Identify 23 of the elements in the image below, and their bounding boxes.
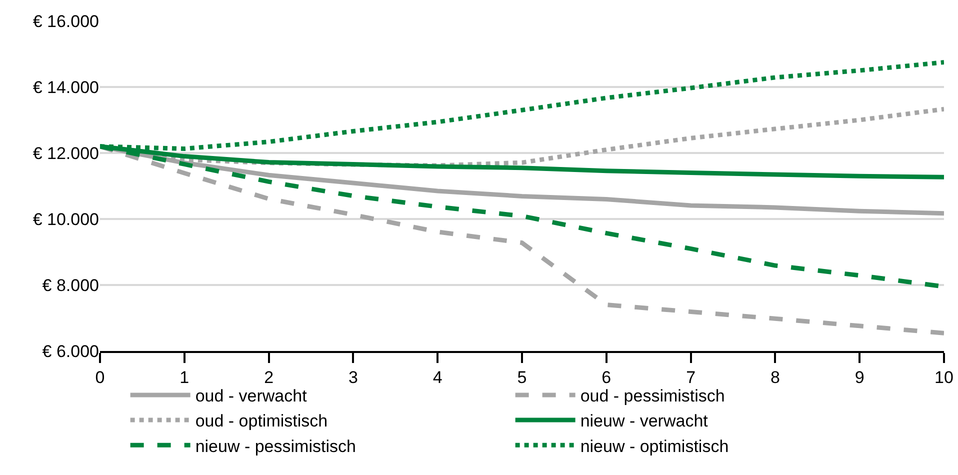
y-tick-label: € 10.000 — [32, 210, 99, 229]
x-tick-label: 5 — [517, 368, 527, 388]
y-tick-label: € 12.000 — [32, 144, 99, 163]
legend-label: oud - verwacht — [195, 386, 308, 406]
x-tick-label: 1 — [180, 368, 190, 388]
x-tick-label: 6 — [602, 368, 612, 388]
legend-label: nieuw - pessimistisch — [195, 436, 356, 456]
x-tick-label: 4 — [432, 368, 442, 388]
y-tick-label: € 8.000 — [42, 276, 99, 295]
y-tick-label: € 14.000 — [32, 78, 99, 97]
x-tick-label: 0 — [95, 368, 105, 388]
legend-label: nieuw - verwacht — [580, 412, 708, 431]
x-tick-label: 7 — [686, 368, 696, 388]
x-tick-label: 9 — [854, 368, 864, 388]
y-tick-label: € 16.000 — [32, 12, 99, 31]
x-tick-label: 3 — [348, 368, 358, 388]
x-tick-label: 10 — [934, 368, 954, 388]
y-tick-label: € 6.000 — [42, 342, 99, 361]
legend-label: oud - optimistisch — [195, 412, 328, 431]
x-tick-label: 2 — [264, 368, 274, 388]
legend-label: nieuw - optimistisch — [580, 436, 729, 456]
x-tick-label: 8 — [770, 368, 780, 388]
legend-label: oud - pessimistisch — [580, 386, 725, 406]
